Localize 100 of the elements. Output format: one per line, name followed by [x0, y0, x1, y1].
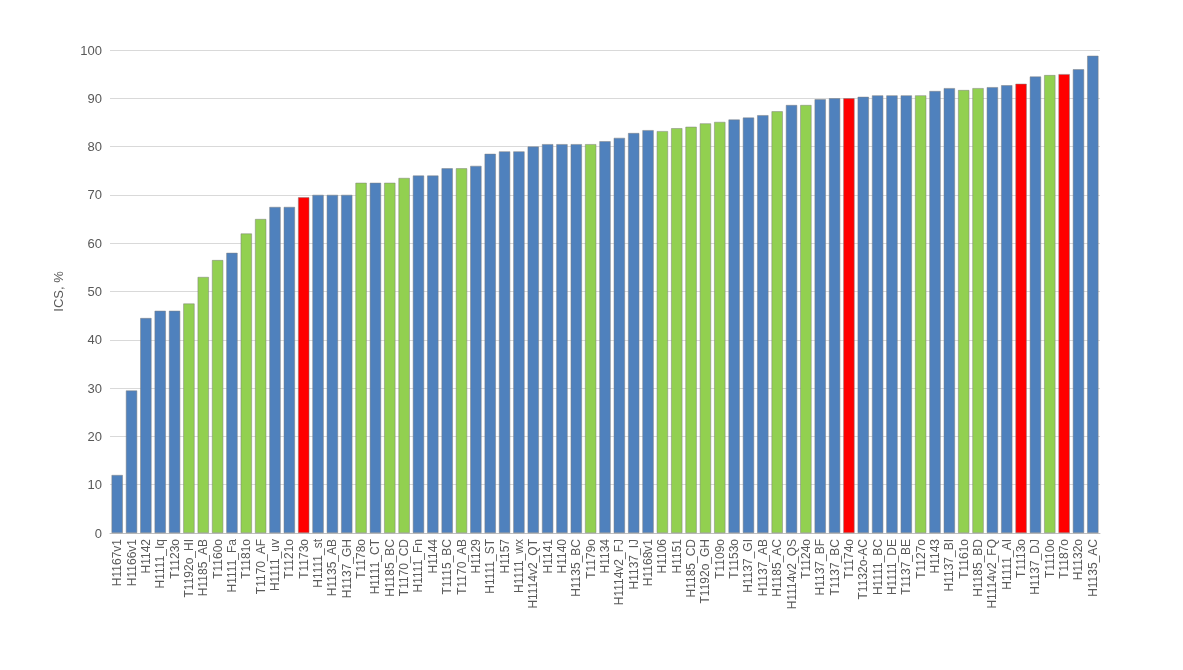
x-tick-label: T1124o — [798, 538, 813, 579]
bar — [1015, 83, 1027, 533]
bar — [900, 95, 912, 533]
x-tick-label: H1114v2_FQ — [985, 539, 1000, 609]
x-tick-label: H1151 — [669, 538, 684, 574]
bar — [441, 168, 453, 533]
y-tick-label: 50 — [87, 284, 102, 299]
bar — [642, 130, 654, 533]
x-tick-label: H1144 — [425, 538, 440, 574]
bar — [929, 91, 941, 533]
bar — [972, 88, 984, 533]
x-tick-label: T1137_BC — [827, 538, 842, 596]
x-tick-label: T1170_CD — [397, 538, 412, 597]
y-tick-label: 60 — [87, 235, 102, 251]
x-tick-label: T1109o — [712, 538, 727, 579]
bar — [513, 151, 525, 533]
bar — [125, 390, 138, 533]
x-tick-label: H1132o — [1071, 538, 1086, 581]
x-tick-label: T1187o — [1057, 538, 1072, 579]
x-tick-label: H1106 — [655, 538, 670, 574]
x-tick-label: T1170_AB — [454, 539, 469, 595]
x-tick-label: T1132o-AC — [856, 538, 871, 600]
x-tick-label: H1141 — [540, 538, 555, 574]
x-tick-label: T1174o — [841, 538, 856, 579]
x-tick-label: H1111_ST — [483, 538, 498, 594]
bar — [814, 99, 826, 533]
bar — [656, 131, 668, 533]
x-tick-label: H1185_CD — [684, 538, 699, 598]
x-tick-label: H1111_BC — [870, 538, 885, 596]
x-tick-label: H1137_IJ — [626, 539, 641, 590]
y-tick-label: 70 — [87, 187, 102, 203]
x-tick-label: H1137_DJ — [1028, 539, 1043, 595]
x-tick-label: H1137_AB — [755, 539, 770, 597]
x-tick-label: T1173o — [296, 538, 311, 579]
bar — [140, 318, 152, 533]
y-tick-label: 80 — [87, 139, 102, 155]
bar — [111, 475, 123, 533]
x-tick-label: H1135_AB — [325, 539, 340, 597]
x-tick-label: T1160o — [210, 538, 225, 579]
bar — [943, 88, 955, 533]
bar — [699, 123, 712, 533]
bar — [226, 252, 238, 533]
bar — [728, 119, 740, 533]
x-tick-label: H1134 — [598, 538, 612, 574]
bar — [542, 144, 554, 533]
y-tick-label: 0 — [94, 525, 102, 541]
x-tick-label: T1179o — [583, 538, 598, 579]
x-tick-label: T1161o — [956, 538, 971, 579]
x-tick-label: T1123o — [167, 538, 182, 579]
x-tick-label: T1110o — [1042, 538, 1057, 578]
x-tick-label: H1114v2_FJ — [612, 539, 627, 606]
x-tick-label: T1153o — [727, 538, 742, 579]
bar — [1029, 76, 1042, 533]
bar — [240, 233, 252, 533]
bar — [398, 178, 410, 533]
x-tick-label: T1127o — [913, 538, 928, 579]
bar — [599, 141, 611, 533]
x-tick-label: H1142 — [138, 538, 153, 574]
bar — [556, 144, 568, 533]
bar — [154, 310, 166, 533]
bar — [1058, 74, 1070, 533]
x-tick-label: H1111_st — [311, 538, 326, 588]
y-tick-label: 20 — [87, 428, 102, 444]
bar — [355, 182, 367, 533]
bar — [427, 175, 439, 533]
y-tick-label: 40 — [87, 332, 102, 348]
x-tick-label: H1111_CT — [368, 538, 383, 595]
bar — [326, 194, 338, 533]
bar — [886, 95, 898, 533]
bar — [771, 111, 783, 533]
bar — [384, 182, 396, 533]
bar — [527, 146, 539, 533]
bar — [915, 95, 927, 533]
x-tick-label: H1114v2_QT — [526, 538, 541, 609]
bar — [872, 95, 884, 533]
bar — [671, 128, 683, 533]
bar — [1087, 55, 1099, 533]
x-tick-label: H1137_BI — [942, 539, 957, 592]
bar — [986, 87, 998, 533]
x-tick-label: H1137_GH — [339, 539, 354, 599]
x-tick-label: H1157 — [497, 538, 512, 574]
y-tick-label: 10 — [87, 477, 102, 493]
bar — [585, 144, 597, 533]
x-tick-label: T1113o — [1014, 538, 1029, 578]
x-tick-label: T1121o — [282, 538, 297, 579]
x-tick-label: H1140 — [554, 538, 569, 574]
bar — [298, 197, 310, 533]
bar — [757, 115, 769, 533]
bar — [197, 277, 209, 533]
x-tick-label: H1137_BF — [813, 539, 828, 596]
bar — [498, 151, 511, 533]
x-tick-label: H1137_GI — [741, 539, 756, 593]
bar — [255, 219, 267, 533]
y-axis-title: ICS, % — [51, 270, 66, 312]
x-tick-label: H1111_DE — [884, 539, 899, 596]
bar — [168, 310, 181, 533]
bar — [455, 168, 468, 533]
bar — [613, 137, 625, 533]
y-tick-label: 100 — [80, 42, 102, 58]
bar — [843, 98, 855, 533]
